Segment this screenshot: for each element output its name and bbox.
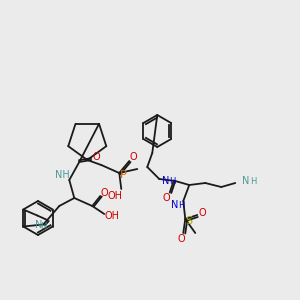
Text: O: O: [163, 193, 170, 203]
Text: O: O: [178, 234, 185, 244]
Text: O: O: [199, 208, 206, 218]
Text: H: H: [40, 222, 46, 231]
Text: O: O: [100, 188, 108, 198]
Text: N: N: [242, 176, 249, 186]
Text: N: N: [162, 176, 169, 186]
Text: N: N: [34, 220, 42, 230]
Text: P: P: [120, 170, 127, 180]
Text: S: S: [186, 216, 193, 226]
Text: H: H: [250, 178, 256, 187]
Text: OH: OH: [108, 191, 123, 201]
Text: O: O: [130, 152, 137, 162]
Text: H: H: [169, 178, 176, 187]
Text: O: O: [92, 152, 100, 162]
Text: N: N: [171, 200, 178, 210]
Text: OH: OH: [105, 211, 120, 221]
Text: H: H: [178, 202, 184, 211]
Text: NH: NH: [55, 170, 70, 180]
